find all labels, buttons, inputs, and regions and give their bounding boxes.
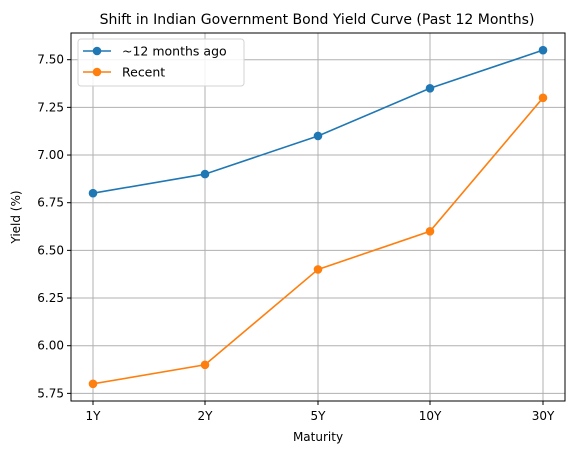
y-tick-label: 7.50 [37, 53, 64, 67]
data-point [88, 379, 98, 389]
y-tick-label: 6.75 [37, 196, 64, 210]
legend-label: Recent [122, 65, 165, 80]
x-axis: 1Y 2Y 5Y 10Y 30Y [86, 401, 555, 423]
y-axis: 5.75 6.00 6.25 6.50 6.75 7.00 7.25 7.50 [37, 53, 71, 400]
data-point [313, 131, 323, 141]
grid-lines [71, 33, 565, 401]
legend-swatch-marker [92, 46, 102, 56]
x-tick-label: 1Y [86, 409, 102, 423]
x-axis-title: Maturity [293, 430, 343, 444]
y-tick-label: 6.50 [37, 243, 64, 257]
y-tick-label: 7.25 [37, 100, 64, 114]
data-point [88, 188, 98, 198]
series-layer [88, 45, 548, 389]
data-point [538, 93, 548, 103]
data-point [200, 169, 210, 179]
legend: ~12 months ago Recent [77, 38, 245, 87]
data-point [313, 265, 323, 274]
legend-box [77, 38, 245, 87]
series-2 [88, 93, 548, 389]
data-point [425, 227, 435, 236]
legend-label: ~12 months ago [122, 44, 227, 59]
chart-title: Shift in Indian Government Bond Yield Cu… [100, 12, 535, 28]
data-point [425, 83, 435, 93]
y-tick-label: 6.25 [37, 291, 64, 305]
x-tick-label: 5Y [311, 409, 327, 423]
x-tick-label: 2Y [198, 409, 214, 423]
data-point [538, 45, 548, 55]
data-point [200, 360, 210, 370]
y-axis-title: Yield (%) [9, 190, 23, 244]
x-tick-label: 30Y [532, 409, 555, 423]
x-tick-label: 10Y [419, 409, 442, 423]
series-1 [88, 45, 548, 198]
legend-swatch-marker [92, 67, 102, 77]
y-tick-label: 6.00 [37, 339, 64, 353]
y-tick-label: 5.75 [37, 386, 64, 400]
y-tick-label: 7.00 [37, 148, 64, 162]
